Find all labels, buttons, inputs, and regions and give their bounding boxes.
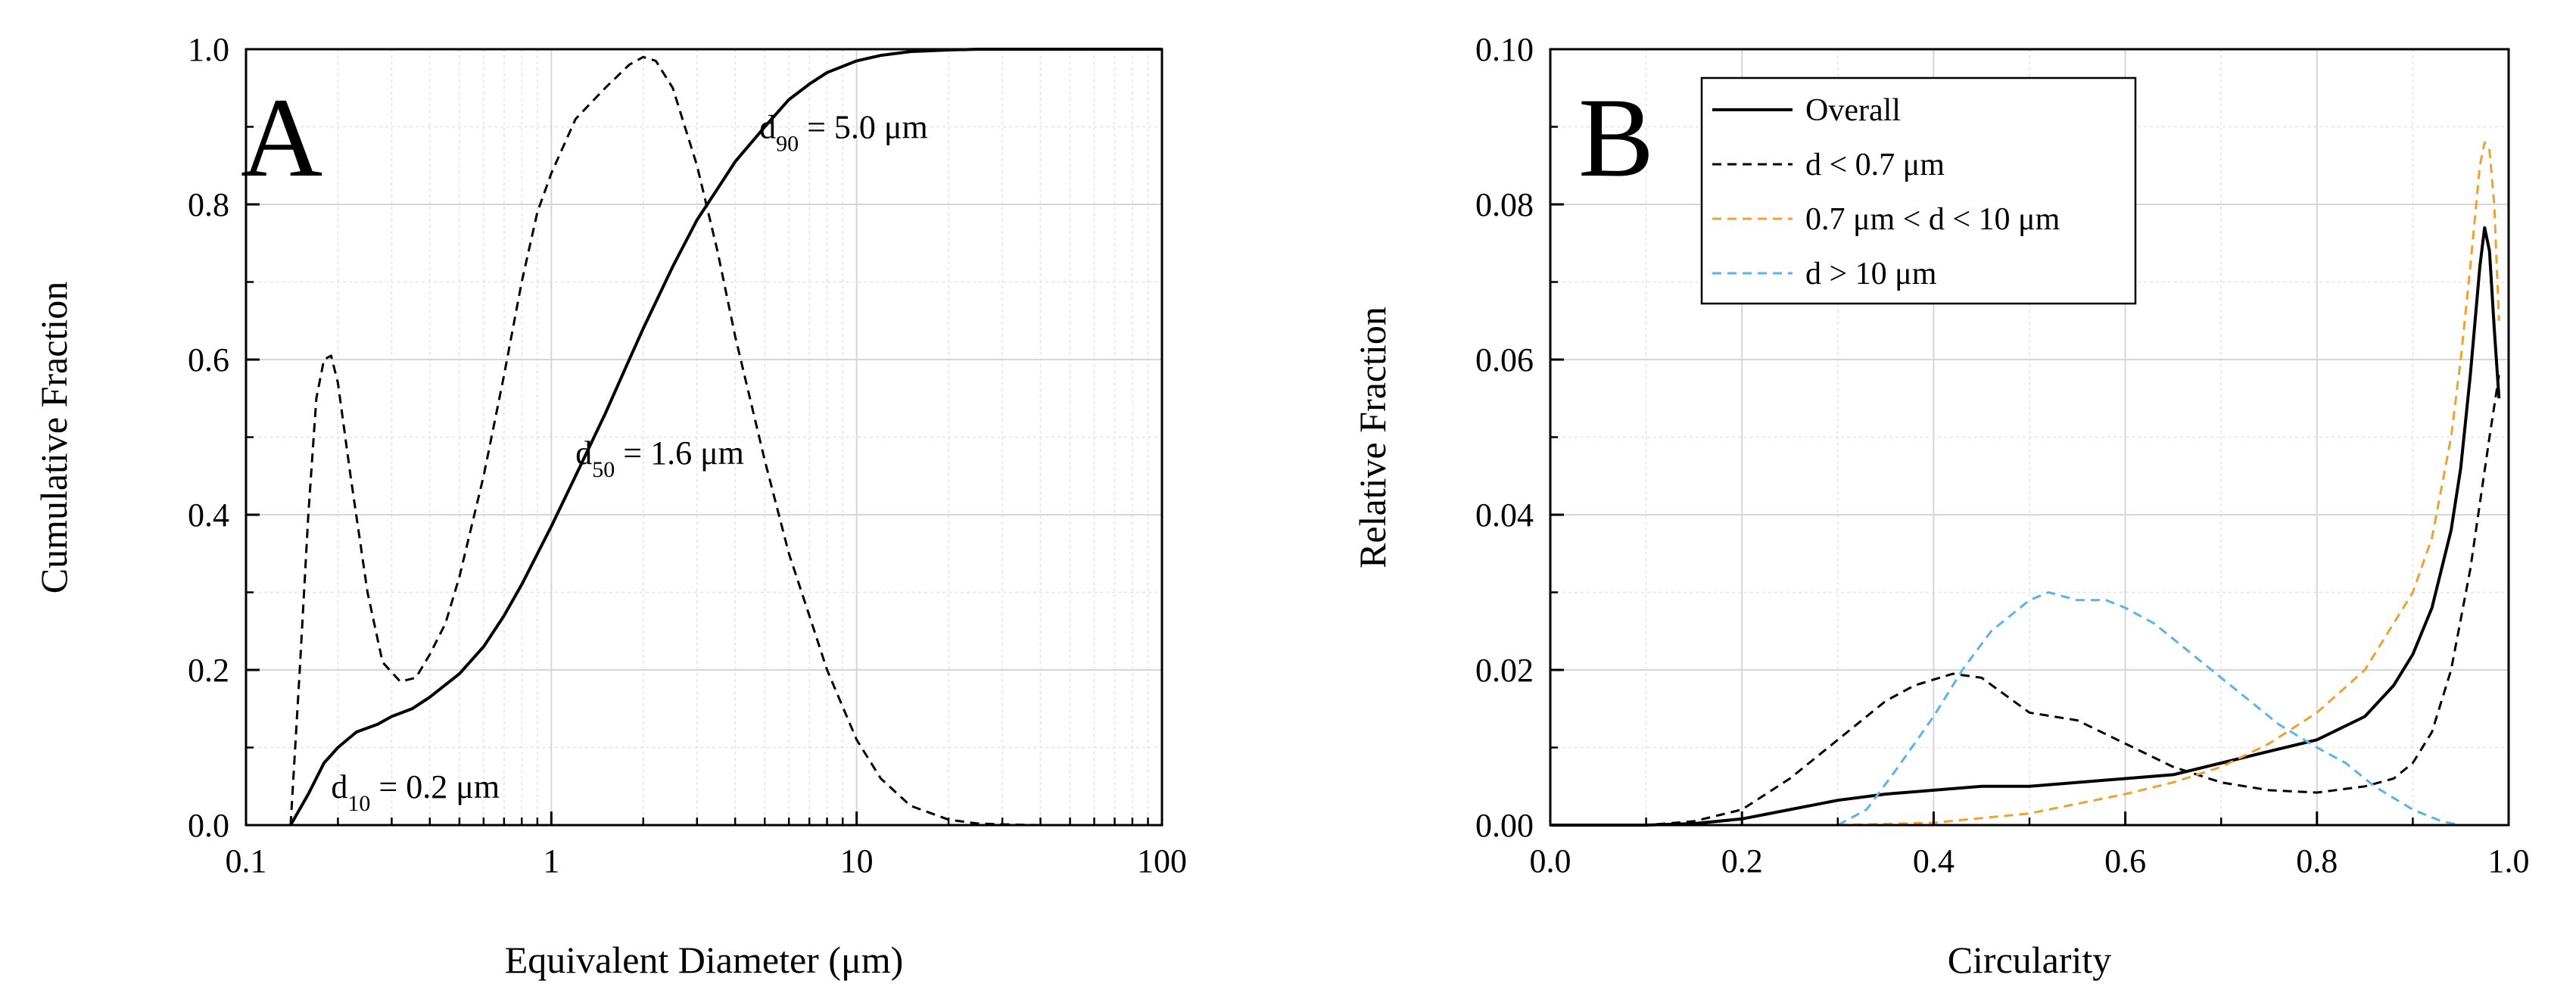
panel-b-ytick-label: 0.02: [1475, 652, 1534, 689]
panel-a-xtick-label: 1: [543, 843, 559, 880]
panel-b-xtick-label: 0.0: [1530, 843, 1571, 880]
legend-label-1: d < 0.7 μm: [1805, 148, 1945, 182]
legend-label-0: Overall: [1805, 93, 1901, 128]
panel-a-xtick-label: 0.1: [226, 843, 267, 880]
panel-b-xtick-label: 0.6: [2104, 843, 2146, 880]
panel-a-ytick-label: 0.6: [188, 341, 229, 378]
panel-a-xtick-label: 100: [1137, 843, 1187, 880]
panel-a-annotations: d10 = 0.2 μm d50 = 1.6 μm d90 = 5.0 μm: [331, 109, 927, 816]
panel-b-ticks: 0.0 0.2 0.4 0.6 0.8 1.0 0.00 0.02 0.04 0.06 0.08 0.…: [1475, 31, 2530, 880]
panel-a-annotation-0: d10 = 0.2 μm: [331, 768, 500, 816]
panel-b-xtick-label: 1.0: [2488, 843, 2530, 880]
panel-b-ytick-label: 0.08: [1475, 186, 1534, 223]
panel-b: 0.0 0.2 0.4 0.6 0.8 1.0 0.00 0.02 0.04 0.06 0.08 0.…: [1351, 31, 2530, 981]
panel-b-label: B: [1578, 75, 1654, 201]
panel-b-series-3: [1550, 591, 2480, 827]
panel-a-annotation-2: d90 = 5.0 μm: [759, 109, 928, 157]
panel-a-ytick-label: 0.8: [188, 186, 229, 223]
panel-a-ytick-label: 0.0: [188, 807, 229, 844]
panel-b-xtick-label: 0.8: [2296, 843, 2338, 880]
panel-a-series-0: [289, 48, 1162, 826]
panel-a: 0.1 1 10 100 0.0 0.2 0.4 0.6 0.8 1.0 A d10 = 0.2 …: [33, 31, 1187, 981]
panel-b-xtick-label: 0.2: [1721, 843, 1763, 880]
panel-b-legend: Overall d < 0.7 μm 0.7 μm < d < 10 μm d > 1…: [1700, 76, 2137, 305]
panel-a-series-1: [289, 55, 1162, 827]
panel-b-xlabel: Circularity: [1948, 939, 2112, 981]
panel-b-ytick-label: 0.10: [1475, 31, 1534, 68]
panel-a-ytick-label: 0.4: [188, 497, 229, 534]
panel-b-series-0: [1550, 226, 2501, 827]
legend-label-2: 0.7 μm < d < 10 μm: [1805, 202, 2060, 237]
legend-box: [1700, 76, 2137, 305]
panel-a-ytick-label: 0.2: [188, 652, 229, 689]
panel-a-annotation-1: d50 = 1.6 μm: [575, 435, 744, 482]
panel-a-ylabel: Cumulative Fraction: [33, 282, 75, 593]
panel-b-ytick-label: 0.06: [1475, 341, 1534, 378]
panel-a-series: [289, 48, 1162, 827]
panel-a-xtick-label: 10: [840, 843, 874, 880]
panel-b-ytick-label: 0.04: [1475, 497, 1534, 534]
panel-a-ytick-label: 1.0: [188, 31, 229, 68]
panel-b-series-2: [1550, 141, 2500, 827]
panel-a-xlabel: Equivalent Diameter (μm): [505, 939, 904, 981]
legend-label-3: d > 10 μm: [1805, 257, 1937, 291]
panel-b-xtick-label: 0.4: [1913, 843, 1955, 880]
panel-a-ticks: 0.1 1 10 100 0.0 0.2 0.4 0.6 0.8 1.0: [188, 31, 1187, 880]
panel-b-series-1: [1550, 375, 2500, 827]
panel-b-ytick-label: 0.00: [1475, 807, 1534, 844]
panel-b-ylabel: Relative Fraction: [1351, 307, 1394, 568]
panel-b-series: [1550, 141, 2501, 827]
panel-a-label: A: [241, 75, 322, 201]
